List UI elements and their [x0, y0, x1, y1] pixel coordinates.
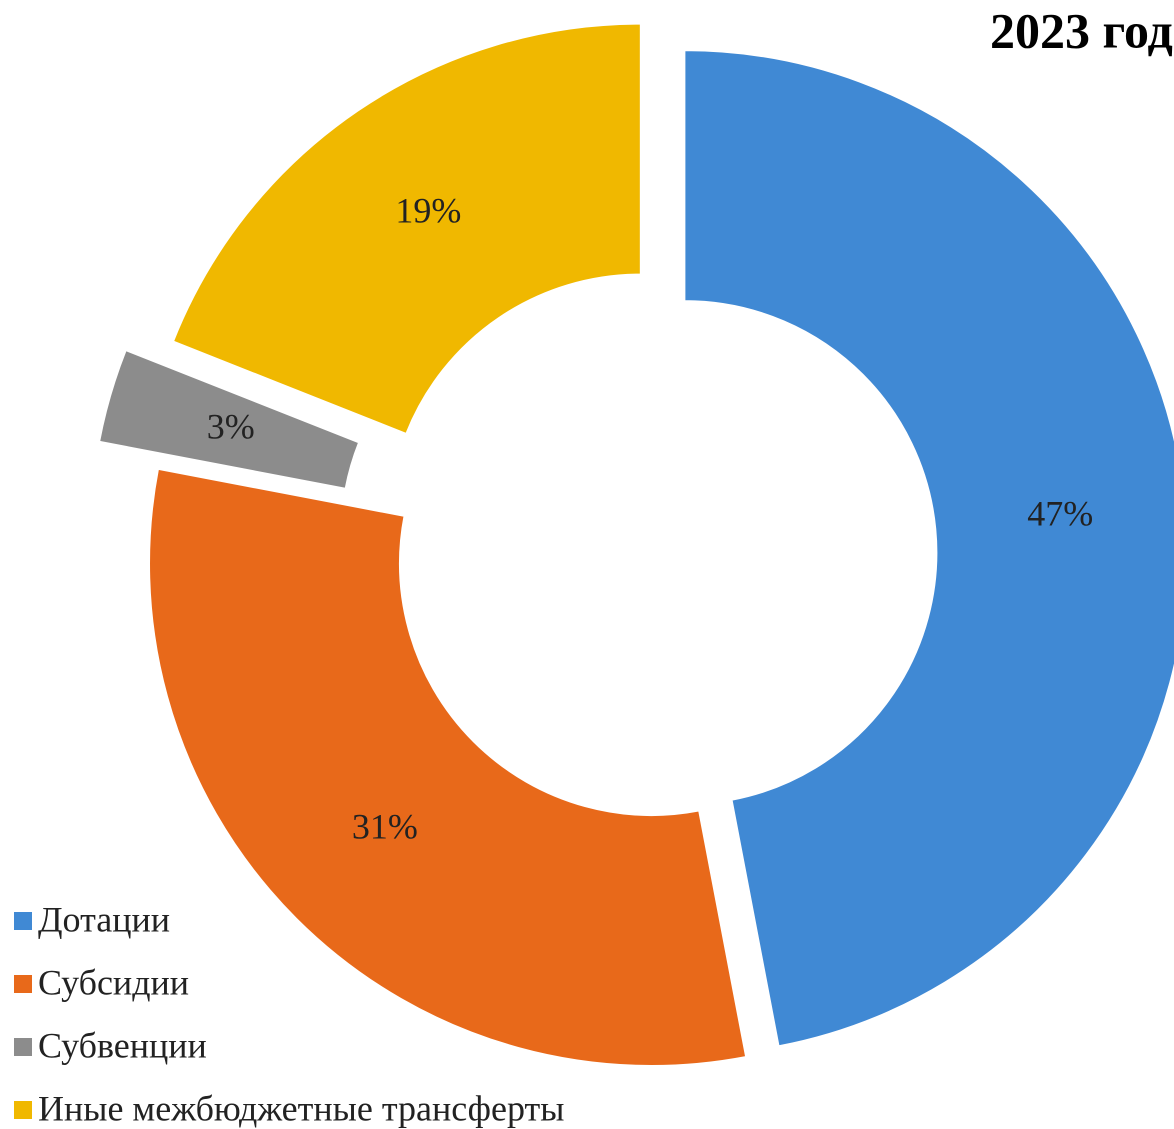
value-label: 3%: [207, 407, 255, 447]
legend-swatch: [14, 975, 32, 993]
slice: [684, 50, 1174, 1047]
legend-label: Субсидии: [38, 962, 189, 1002]
legend-swatch: [14, 912, 32, 930]
value-label: 31%: [352, 806, 418, 846]
value-label: 19%: [395, 191, 461, 231]
legend-label: Субвенции: [38, 1025, 207, 1065]
legend-label: Иные межбюджетные трансферты: [38, 1088, 564, 1128]
slice: [99, 350, 360, 489]
legend-label: Дотации: [38, 899, 170, 939]
legend-swatch: [14, 1101, 32, 1119]
slice: [172, 23, 641, 434]
legend-swatch: [14, 1038, 32, 1056]
chart-title: 2023 год: [990, 2, 1173, 58]
slice: [149, 468, 747, 1066]
value-label: 47%: [1027, 493, 1093, 533]
